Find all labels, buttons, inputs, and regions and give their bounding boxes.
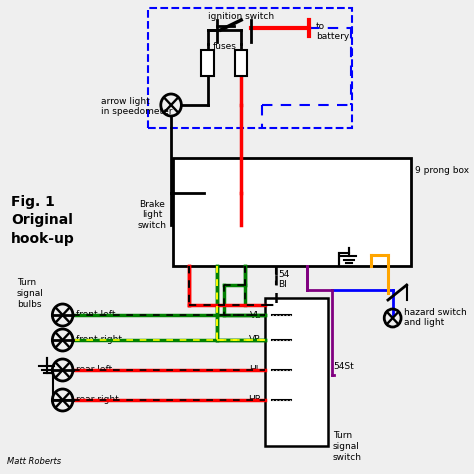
Text: Turn
signal
switch: Turn signal switch <box>333 431 362 462</box>
Bar <box>148 8 352 128</box>
Text: VR: VR <box>248 336 261 345</box>
Text: hazard switch
and light: hazard switch and light <box>404 308 466 328</box>
Text: VR: VR <box>210 246 224 256</box>
Text: front right: front right <box>76 335 122 344</box>
Text: arrow light
in speedometer: arrow light in speedometer <box>101 97 173 117</box>
Text: to
battery: to battery <box>316 22 349 41</box>
Text: 9 prong box: 9 prong box <box>415 166 469 175</box>
Text: 54F: 54F <box>298 246 316 256</box>
Text: VL: VL <box>239 246 251 256</box>
Text: Matt Roberts: Matt Roberts <box>8 457 62 466</box>
Text: 54
Bl: 54 Bl <box>279 270 290 290</box>
Text: HR: HR <box>248 395 261 404</box>
Text: 49a: 49a <box>267 246 285 256</box>
Text: Fig. 1
Original
hook-up: Fig. 1 Original hook-up <box>11 195 75 246</box>
Text: ignition switch: ignition switch <box>208 12 274 21</box>
Text: Brake
light
switch: Brake light switch <box>138 200 167 230</box>
Text: 31: 31 <box>365 246 377 256</box>
Text: rear right: rear right <box>76 395 118 404</box>
Text: left
off
right: left off right <box>300 415 319 445</box>
Text: 54: 54 <box>182 246 195 256</box>
Text: 15: 15 <box>197 186 211 196</box>
Text: 30: 30 <box>234 186 248 196</box>
Text: KBl: KBl <box>313 186 331 196</box>
Bar <box>264 298 328 446</box>
Text: 54St: 54St <box>333 362 354 371</box>
Text: VL: VL <box>250 310 261 319</box>
Bar <box>173 158 411 266</box>
Text: rear left: rear left <box>76 365 112 374</box>
Text: -S: -S <box>335 246 344 256</box>
Text: Turn
signal
bulbs: Turn signal bulbs <box>17 278 44 309</box>
Text: HL: HL <box>249 365 261 374</box>
Bar <box>235 50 247 76</box>
Bar <box>201 50 214 76</box>
Text: fuses: fuses <box>212 42 237 51</box>
Text: front left: front left <box>76 310 115 319</box>
